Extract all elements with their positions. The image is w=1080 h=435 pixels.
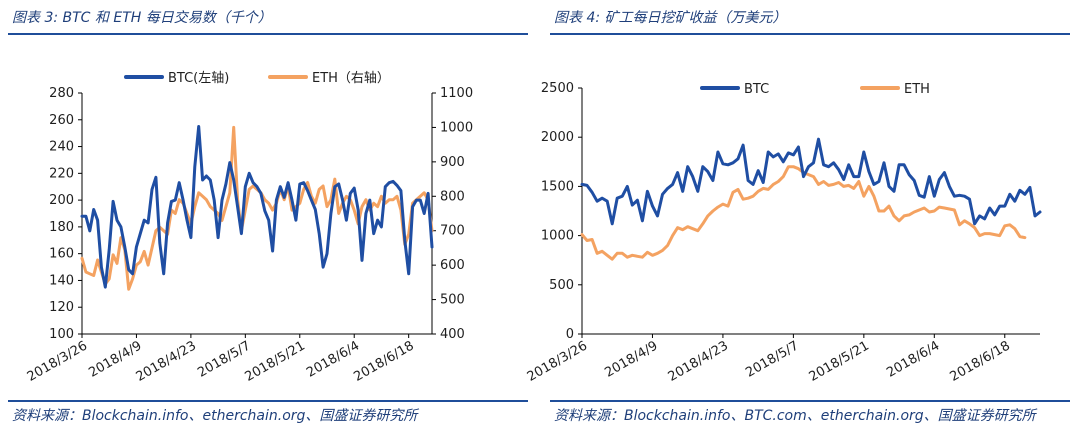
series-line-btc [580,137,1042,226]
left-figure-title: 图表 3: BTC 和 ETH 每日交易数（千个） [12,10,272,26]
x-tick-label: 2018/4/23 [666,338,731,384]
x-tick-label: 2018/6/4 [884,338,942,380]
y2-tick-label: 1100 [440,86,473,101]
y-tick-label: 140 [49,273,74,288]
y-tick-label: 280 [49,86,74,101]
y2-tick-label: 700 [440,224,465,239]
right-figure-title: 图表 4: 矿工每日挖矿收益（万美元） [554,10,787,26]
y2-tick-label: 800 [440,189,465,204]
x-tick-label: 2018/4/23 [134,338,199,384]
legend-label-eth: ETH [904,82,930,97]
x-tick-label: 2018/5/21 [243,338,308,384]
legend-label-btc: BTC [744,82,769,97]
y-tick-label: 100 [49,327,74,342]
y2-tick-label: 1000 [440,120,473,135]
y-tick-label: 0 [566,327,574,342]
legend-label-btc: BTC(左轴) [168,71,229,86]
left-source-rule [8,400,528,402]
y2-tick-label: 400 [440,327,465,342]
x-tick-label: 2018/5/21 [807,338,872,384]
left-title-rule [8,33,528,35]
y-tick-label: 2000 [541,130,574,145]
x-tick-label: 2018/6/18 [351,338,416,384]
y-tick-label: 200 [49,193,74,208]
y-tick-label: 500 [549,278,574,293]
left-figure: 图表 3: BTC 和 ETH 每日交易数（千个） 100 120 140 160 18… [8,0,528,435]
x-tick-label: 2018/3/26 [525,338,590,384]
y-tick-label: 120 [49,300,74,315]
y-tick-label: 2500 [541,81,574,96]
x-tick-label: 2018/4/9 [602,338,660,380]
y-tick-label: 160 [49,247,74,262]
left-figure-source: 资料来源：Blockchain.info、etherchain.org、国盛证券… [12,408,418,424]
y2-tick-label: 900 [440,155,465,170]
series-line-btc [80,125,434,289]
x-tick-label: 2018/3/26 [25,338,90,384]
y2-tick-label: 500 [440,293,465,308]
right-title-rule [550,33,1070,35]
right-source-rule [550,400,1070,402]
y2-tick-label: 600 [440,258,465,273]
series-line-eth [580,165,1027,261]
right-figure-source: 资料来源：Blockchain.info、BTC.com、etherchain.… [554,408,1036,424]
y-tick-label: 220 [49,166,74,181]
y-tick-label: 180 [49,220,74,235]
y-tick-label: 1000 [541,229,574,244]
left-chart: 100 120 140 160 180 200 220 240 260 280 400 500 600 7… [25,71,473,385]
y-tick-label: 260 [49,113,74,128]
right-figure: 图表 4: 矿工每日挖矿收益（万美元） 0 500 1000 1500 2000 2500… [525,0,1070,435]
x-tick-label: 2018/6/18 [948,338,1013,384]
x-tick-label: 2018/5/7 [743,338,801,380]
y-tick-label: 1500 [541,179,574,194]
y-tick-label: 240 [49,140,74,155]
legend-label-eth: ETH（右轴） [312,71,390,86]
